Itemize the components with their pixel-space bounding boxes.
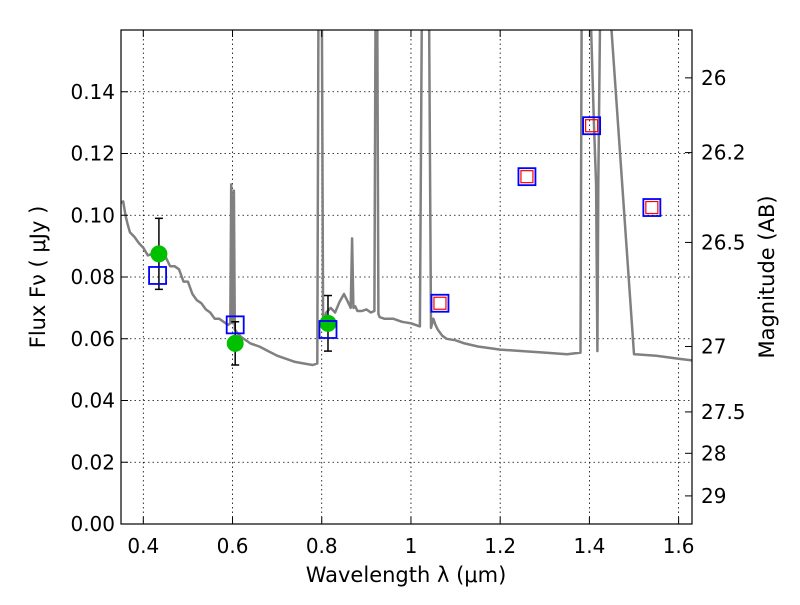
- predicted-square-outer: [582, 116, 602, 136]
- x-tick-label: 0.4: [127, 534, 159, 558]
- y-axis-label: Flux Fν ( μJy ): [26, 206, 50, 349]
- right-tick-label: 26.5: [701, 230, 746, 254]
- y-tick-label: 0.00: [70, 512, 115, 536]
- x-axis-label: Wavelength λ (μm): [306, 563, 507, 587]
- y-tick-label: 0.10: [70, 203, 115, 227]
- plot-area: [121, 30, 692, 367]
- sed-model-line: [121, 30, 692, 367]
- y-tick-label: 0.06: [70, 327, 115, 351]
- model-square: [318, 320, 338, 339]
- x-tick-label: 1.4: [573, 534, 605, 558]
- predicted-square-inner: [433, 296, 447, 310]
- predicted-square-inner: [585, 119, 599, 133]
- predicted-square-outer: [430, 293, 450, 313]
- x-tick-label: 1.2: [484, 534, 516, 558]
- right-tick-label: 27: [701, 334, 726, 358]
- y-tick-label: 0.14: [70, 80, 115, 104]
- y-tick-label: 0.04: [70, 389, 115, 413]
- grid: [121, 30, 692, 525]
- right-tick-label: 26: [701, 66, 726, 90]
- right-axis-label: Magnitude (AB): [755, 195, 779, 358]
- y-tick-label: 0.02: [70, 450, 115, 474]
- right-tick-label: 29: [701, 484, 726, 508]
- observed-point: [319, 314, 337, 332]
- right-tick-label: 28: [701, 441, 726, 465]
- x-tick-label: 0.8: [306, 534, 338, 558]
- series-layer: [121, 30, 692, 367]
- model-square: [148, 266, 167, 285]
- observed-point: [226, 334, 244, 352]
- x-tick-label: 1.6: [663, 534, 695, 558]
- predicted-square-outer: [642, 198, 662, 217]
- right-tick-label: 27.5: [701, 400, 746, 424]
- predicted-square-inner: [645, 200, 659, 215]
- observed-point: [150, 245, 168, 263]
- predicted-square-outer: [517, 167, 537, 187]
- y-tick-label: 0.12: [70, 142, 115, 166]
- x-tick-label: 0.6: [217, 534, 249, 558]
- ticks: 0.4 0.6 0.8 1 1.2 1.4 1.6 0.00 0.02 0.04 0.06 0.08 0…: [70, 30, 746, 558]
- predicted-square-inner: [520, 170, 534, 184]
- right-tick-label: 26.2: [701, 141, 746, 165]
- y-tick-label: 0.08: [70, 265, 115, 289]
- model-square: [225, 315, 245, 335]
- x-tick-label: 1: [405, 534, 418, 558]
